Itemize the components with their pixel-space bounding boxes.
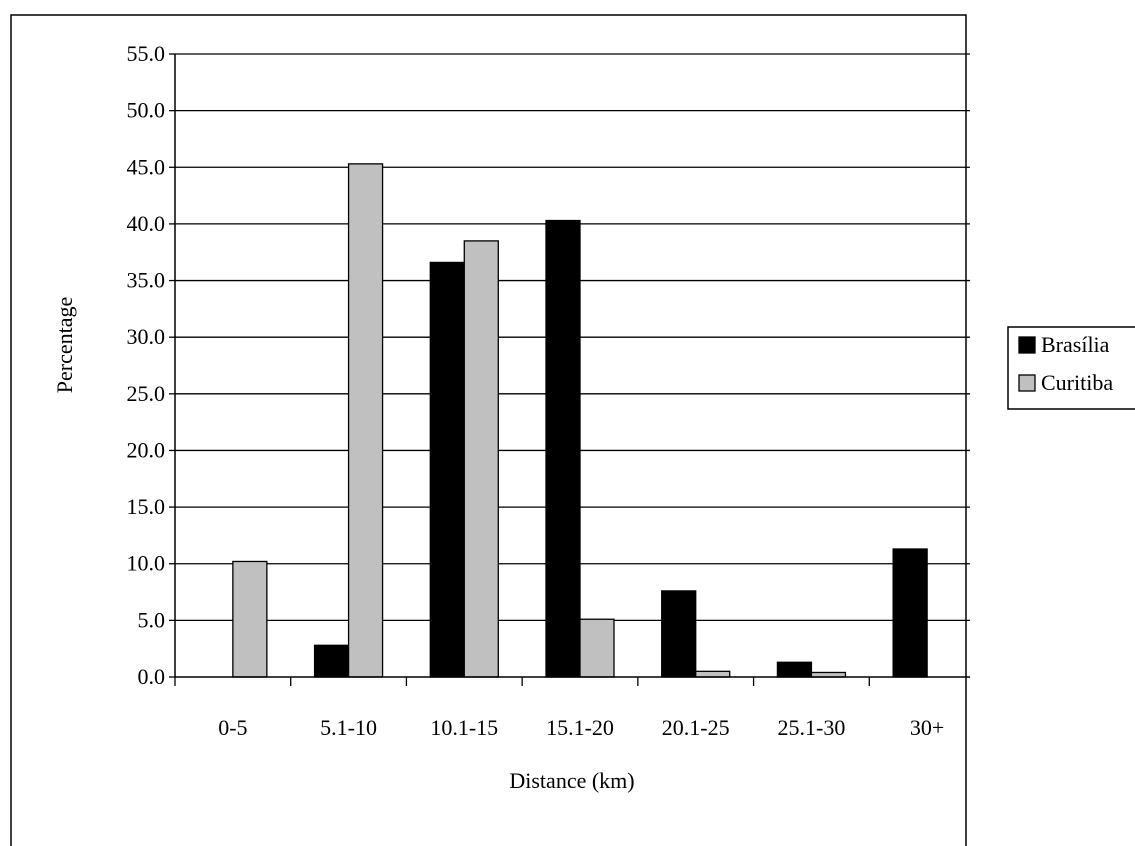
bar-curitiba-4 <box>695 670 731 678</box>
bar-curitiba-0 <box>232 560 268 678</box>
bar-braslia-5 <box>776 661 813 678</box>
y-tick-label: 30.0 <box>127 324 166 349</box>
bars <box>232 163 928 678</box>
y-tick-label: 45.0 <box>127 154 166 179</box>
bar-braslia-6 <box>892 548 928 678</box>
y-tick-label: 25.0 <box>127 381 166 406</box>
y-tick-labels: 0.0 5.0 10.0 15.0 20.0 25.0 30.0 35.0 40.0 45.0 50… <box>127 41 166 689</box>
y-tick-label: 5.0 <box>138 607 166 632</box>
x-tick-label: 25.1-30 <box>778 715 846 740</box>
y-tick-label: 40.0 <box>127 211 166 236</box>
x-tick-label: 20.1-25 <box>662 715 730 740</box>
y-tick-label: 10.0 <box>127 551 166 576</box>
y-tick-label: 0.0 <box>138 664 166 689</box>
x-tick-label: 0-5 <box>218 715 247 740</box>
y-tick-label: 50.0 <box>127 98 166 123</box>
y-tick-label: 15.0 <box>127 494 166 519</box>
legend: Brasília Curitiba <box>1007 326 1135 410</box>
legend-label: Curitiba <box>1041 370 1113 395</box>
x-tick-label: 30+ <box>910 715 944 740</box>
x-tick-labels: 0-5 5.1-10 10.1-15 15.1-20 20.1-25 25.1-30 30+ <box>218 715 944 740</box>
bar-curitiba-3 <box>579 618 615 678</box>
legend-swatch <box>1018 374 1036 392</box>
bar-curitiba-2 <box>463 240 499 678</box>
axes <box>174 54 970 686</box>
y-tick-label: 35.0 <box>127 268 166 293</box>
bar-curitiba-1 <box>347 163 384 678</box>
x-tick-label: 15.1-20 <box>546 715 614 740</box>
y-tick-label: 20.0 <box>127 437 166 462</box>
legend-swatch <box>1018 336 1036 354</box>
x-tick-label: 5.1-10 <box>320 715 377 740</box>
y-axis-label: Percentage <box>52 297 77 394</box>
bar-braslia-1 <box>313 644 350 678</box>
bar-braslia-2 <box>429 261 465 678</box>
x-axis-label: Distance (km) <box>509 768 634 793</box>
y-tick-label: 55.0 <box>127 41 166 66</box>
x-tick-label: 10.1-15 <box>430 715 498 740</box>
legend-label: Brasília <box>1041 332 1110 357</box>
bar-braslia-3 <box>545 219 581 678</box>
bar-braslia-4 <box>661 590 697 678</box>
